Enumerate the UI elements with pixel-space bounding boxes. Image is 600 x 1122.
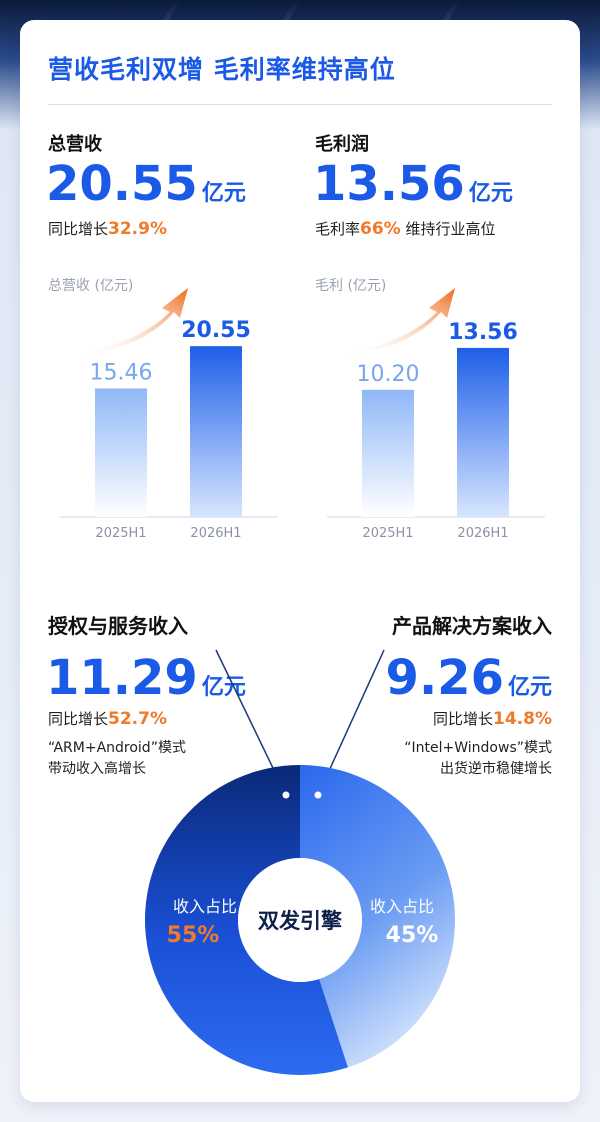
licensing-note-line1: “ARM+Android”模式: [48, 740, 186, 756]
bar-chart-1-title: 总营收 (亿元): [48, 278, 133, 294]
x-tick-label: 2025H1: [362, 526, 413, 541]
licensing-label: 授权与服务收入: [48, 614, 188, 638]
slice-percent-label: 55%: [167, 923, 220, 948]
gross-margin-value: 66%: [360, 219, 401, 239]
bar-value-label: 13.56: [448, 320, 518, 345]
solutions-growth-line: 同比增长14.8%: [433, 708, 552, 729]
licensing-growth-value: 52.7%: [108, 709, 167, 729]
slice-caption: 收入占比: [173, 897, 237, 916]
gross-profit-unit: 亿元: [468, 181, 513, 206]
solutions-value: 9.26: [385, 650, 504, 706]
gross-profit-value-group: 13.56 亿元: [313, 160, 513, 208]
licensing-growth-prefix: 同比增长: [48, 710, 109, 728]
solutions-note-line1: “Intel+Windows”模式: [404, 740, 552, 756]
donut-slice-licensing: [145, 765, 348, 1075]
bar-value-label: 10.20: [357, 362, 420, 387]
revenue-growth-prefix: 同比增长: [48, 220, 109, 238]
revenue-value: 20.55: [46, 156, 198, 212]
infographic-card: 营收毛利双增 毛利率维持高位 总营收 20.55 亿元 同比增长32.9% 毛利润…: [20, 20, 580, 1102]
revenue-label: 总营收: [48, 134, 102, 155]
bar-2026H1: [190, 346, 242, 517]
donut-center-label: 双发引擎: [258, 909, 342, 933]
solutions-unit: 亿元: [507, 675, 552, 700]
revenue-unit: 亿元: [201, 181, 246, 206]
leader-dot: [282, 791, 290, 799]
bar-charts: 总营收 (亿元) 毛利 (亿元) 15.46 2025H1 20.55 2026H1 1…: [48, 278, 545, 541]
growth-arrow-icon: [342, 288, 455, 355]
licensing-unit: 亿元: [201, 675, 246, 700]
slice-caption: 收入占比: [370, 897, 434, 916]
title-divider: [48, 104, 552, 105]
gross-margin-suffix: 维持行业高位: [400, 220, 496, 238]
bar-value-label: 15.46: [90, 360, 153, 385]
donut-hole: [238, 858, 362, 982]
x-tick-label: 2026H1: [190, 526, 241, 541]
bar-2025H1: [95, 388, 147, 517]
revenue-growth-line: 同比增长32.9%: [48, 218, 167, 239]
bar-value-label: 20.55: [181, 318, 251, 343]
solutions-label: 产品解决方案收入: [392, 614, 552, 638]
x-tick-label: 2026H1: [457, 526, 508, 541]
slice-percent-label: 45%: [386, 923, 439, 948]
bar-chart-2-title: 毛利 (亿元): [315, 278, 386, 294]
solutions-note: “Intel+Windows”模式 出货逆市稳健增长: [404, 738, 552, 780]
donut-slice-solutions: [300, 765, 456, 1068]
licensing-growth-line: 同比增长52.7%: [48, 708, 167, 729]
gross-margin-line: 毛利率66% 维持行业高位: [315, 218, 496, 239]
revenue-growth-value: 32.9%: [108, 219, 167, 239]
gross-profit-label: 毛利润: [315, 134, 369, 155]
bar-2025H1: [362, 389, 414, 517]
licensing-note-line2: 带动收入高增长: [48, 761, 146, 777]
donut-chart: 双发引擎 收入占比 55% 收入占比 45%: [145, 649, 456, 1075]
gross-profit-value: 13.56: [313, 156, 465, 212]
gross-margin-prefix: 毛利率: [315, 220, 361, 238]
solutions-value-group: 9.26 亿元: [386, 654, 552, 702]
licensing-note: “ARM+Android”模式 带动收入高增长: [48, 738, 186, 780]
solutions-growth-prefix: 同比增长: [433, 710, 494, 728]
leader-dot: [314, 791, 322, 799]
bar-2026H1: [457, 347, 509, 517]
revenue-value-group: 20.55 亿元: [46, 160, 246, 208]
solutions-note-line2: 出货逆市稳健增长: [440, 761, 552, 777]
x-tick-label: 2025H1: [95, 526, 146, 541]
licensing-value: 11.29: [46, 650, 198, 706]
page-title: 营收毛利双增 毛利率维持高位: [48, 55, 396, 84]
licensing-value-group: 11.29 亿元: [46, 654, 246, 702]
solutions-growth-value: 14.8%: [493, 709, 552, 729]
growth-arrow-icon: [75, 288, 188, 355]
